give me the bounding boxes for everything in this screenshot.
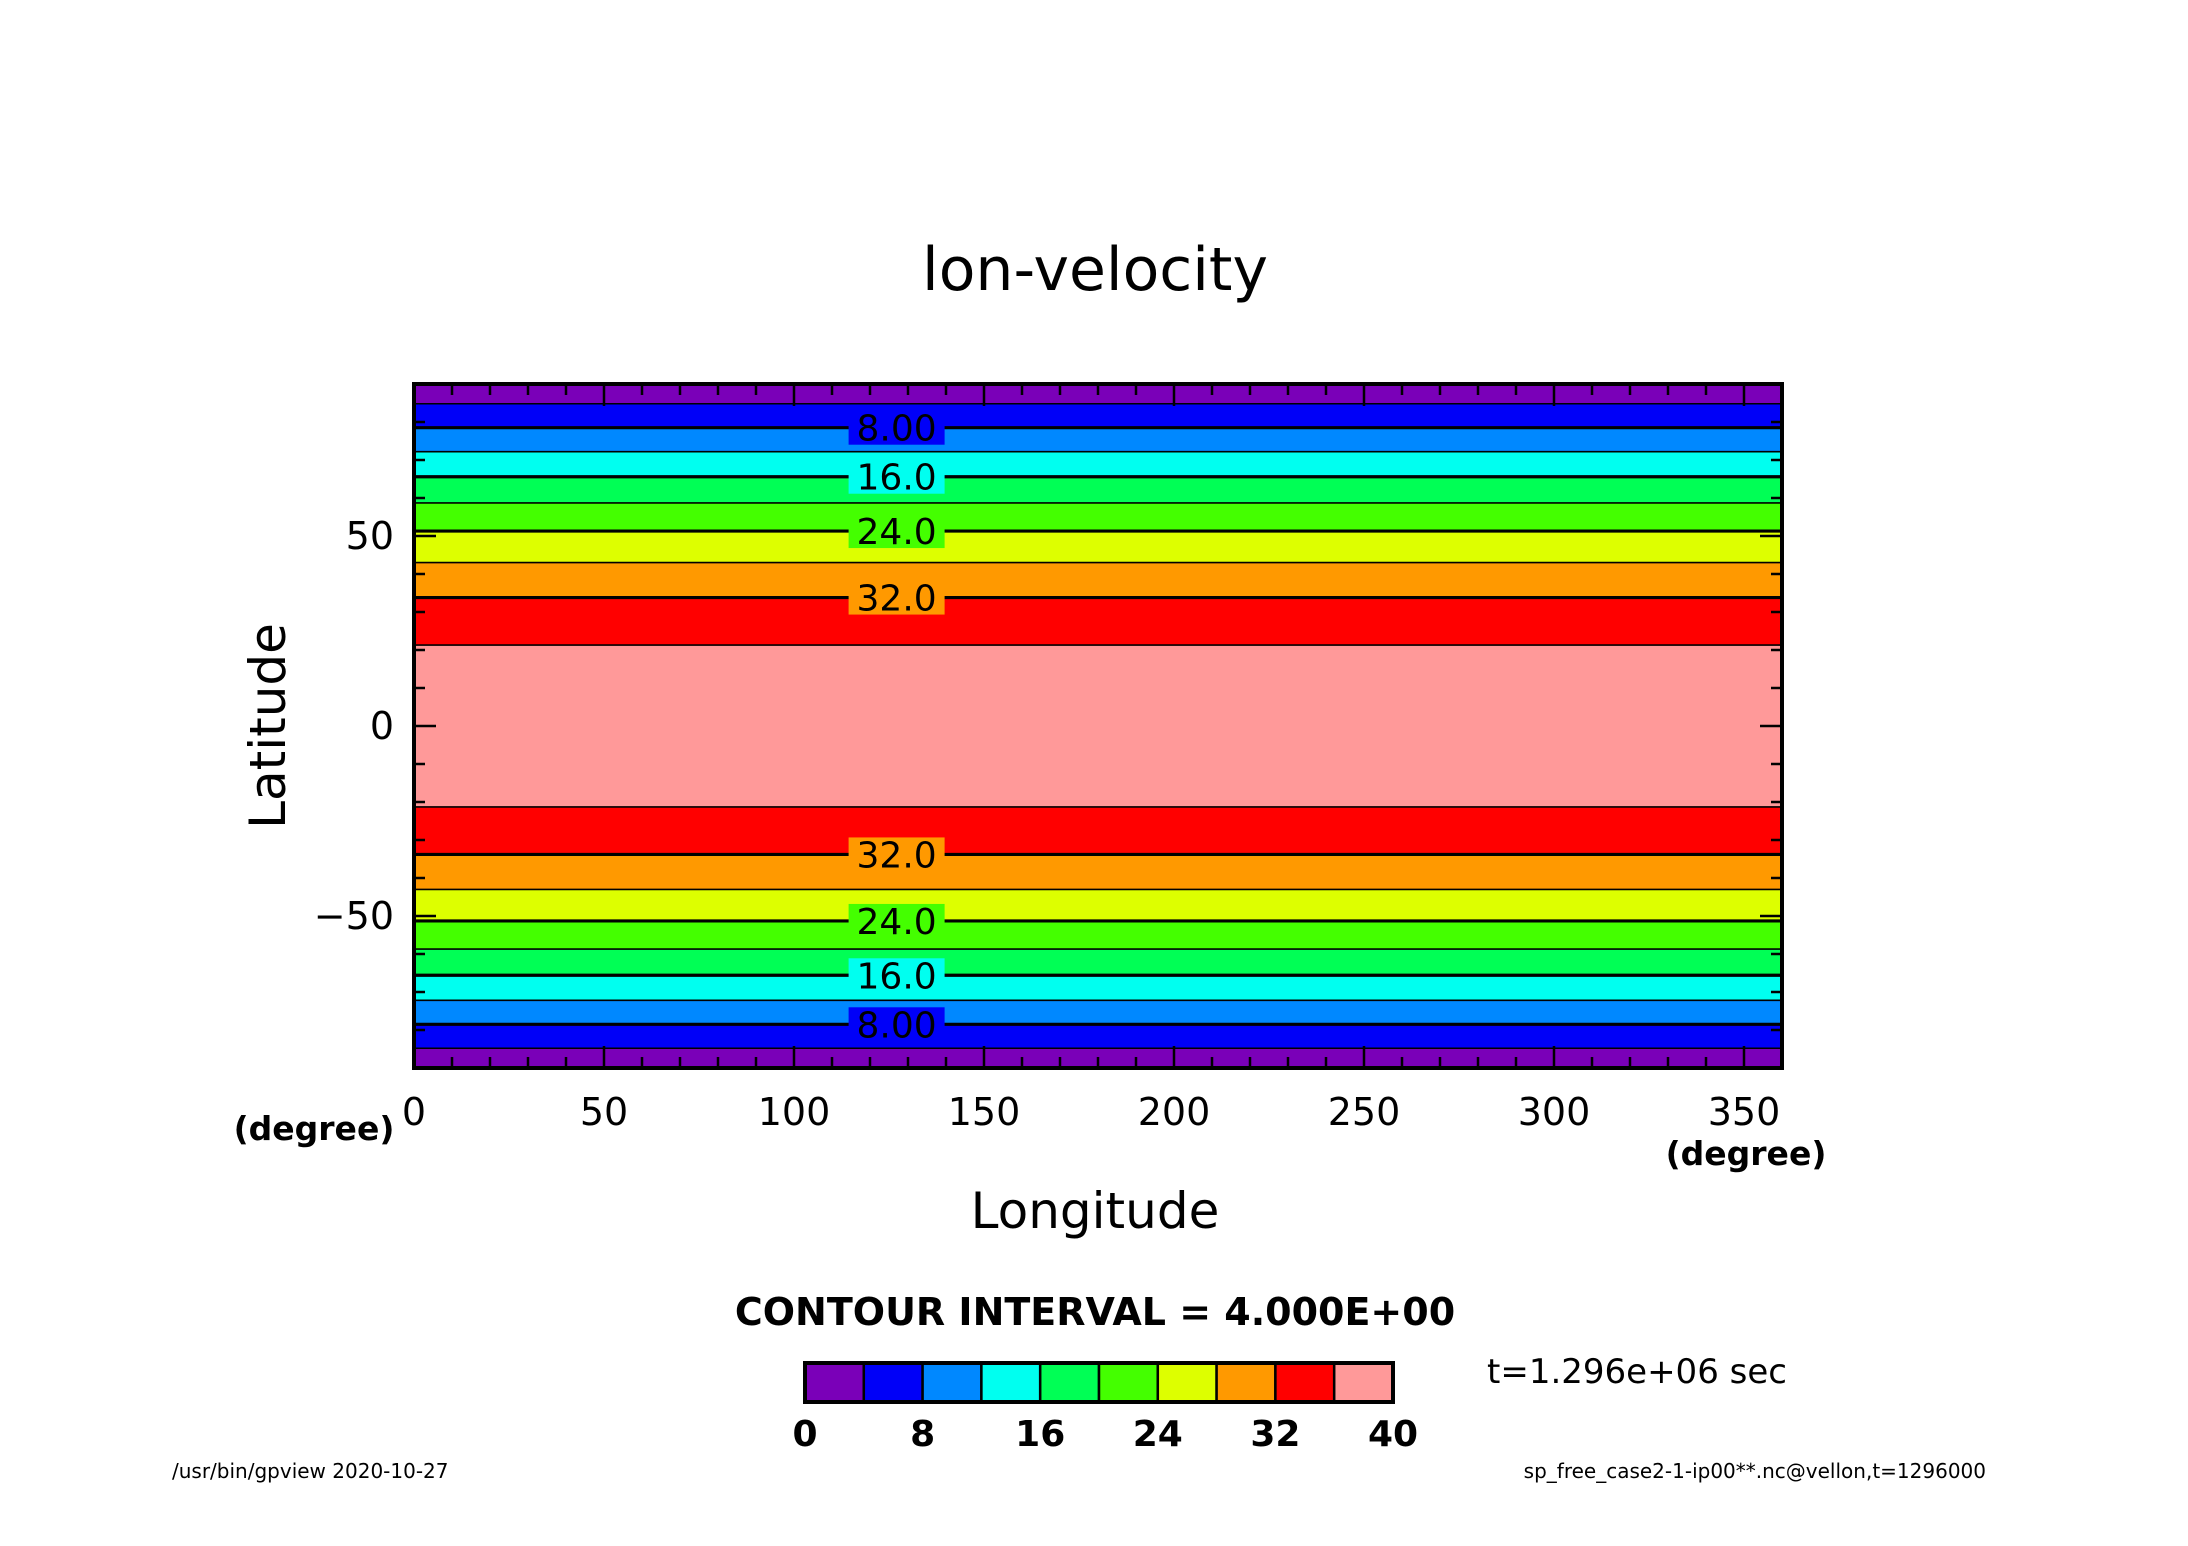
band-12 xyxy=(414,531,1782,563)
x-tick-label: 100 xyxy=(758,1090,831,1134)
y-tick-label: 0 xyxy=(370,704,394,748)
y-tick-label: 50 xyxy=(346,514,394,558)
x-tick-label: 200 xyxy=(1138,1090,1211,1134)
contour-label: 8.00 xyxy=(857,1005,937,1046)
band-10 xyxy=(414,597,1782,646)
footer-left: /usr/bin/gpview 2020-10-27 xyxy=(172,1459,449,1483)
band-3 xyxy=(414,975,1782,1001)
colorbar-swatch xyxy=(803,1361,866,1404)
x-tick-label: 350 xyxy=(1708,1090,1781,1134)
contour-label-bg xyxy=(848,1007,945,1042)
colorbar-label: 24 xyxy=(1133,1414,1183,1455)
band-14 xyxy=(414,476,1782,503)
band-17 xyxy=(414,403,1782,428)
band-6 xyxy=(414,889,1782,921)
contour-label: 24.0 xyxy=(857,902,937,943)
band-11 xyxy=(414,562,1782,598)
y-axis-title: Latitude xyxy=(239,623,297,829)
band-16 xyxy=(414,427,1782,452)
colorbar-swatch xyxy=(1097,1361,1160,1404)
contour-label-bg xyxy=(848,903,945,938)
contour-label: 32.0 xyxy=(857,579,937,620)
y-tick-labels: −50 0 50 xyxy=(314,514,394,938)
x-axis-title: Longitude xyxy=(971,1182,1220,1240)
colorbar-labels: 0 8 16 24 32 40 xyxy=(792,1414,1418,1455)
band-4 xyxy=(414,949,1782,976)
band-5 xyxy=(414,920,1782,950)
y-tick-label: −50 xyxy=(314,894,394,938)
colorbar-label: 32 xyxy=(1250,1414,1300,1455)
contour-label-bg xyxy=(848,459,945,494)
colorbar-swatch xyxy=(980,1361,1042,1404)
colorbar-label: 0 xyxy=(792,1414,817,1455)
band-8 xyxy=(414,806,1782,855)
colorbar-frame xyxy=(803,1361,1395,1404)
colorbar-swatch xyxy=(1038,1361,1101,1404)
x-tick-label: 150 xyxy=(948,1090,1021,1134)
x-tick-labels: 0 50 100 150 200 250 300 350 xyxy=(402,1090,1780,1134)
band-7 xyxy=(414,854,1782,890)
x-tick-label: 50 xyxy=(580,1090,628,1134)
colorbar-swatch xyxy=(921,1361,983,1404)
contour-label-bg xyxy=(848,580,945,615)
contour-label-bg xyxy=(848,410,945,445)
footer-right: sp_free_case2-1-ip00**.nc@vellon,t=12960… xyxy=(1524,1459,1986,1483)
contour-label: 32.0 xyxy=(857,835,937,876)
colorbar-label: 8 xyxy=(910,1414,935,1455)
band-13 xyxy=(414,502,1782,532)
contour-label-bg xyxy=(848,958,945,993)
contour-label: 24.0 xyxy=(857,512,937,553)
colorbar-swatch xyxy=(1215,1361,1277,1404)
colorbar-swatch xyxy=(1332,1361,1395,1404)
contour-label-bg xyxy=(848,514,945,549)
contour-label: 8.00 xyxy=(857,409,937,450)
band-15 xyxy=(414,451,1782,477)
x-axis-unit: (degree) xyxy=(1666,1134,1827,1173)
band-2 xyxy=(414,1000,1782,1025)
contour-interval-text: CONTOUR INTERVAL = 4.000E+00 xyxy=(735,1290,1455,1334)
colorbar xyxy=(803,1361,1395,1404)
band-9 xyxy=(414,645,1782,807)
x-tick-label: 300 xyxy=(1518,1090,1591,1134)
contour-label: 16.0 xyxy=(857,956,937,997)
contour-lines xyxy=(414,402,1782,1050)
chart-title: lon-velocity xyxy=(922,235,1268,305)
colorbar-label: 40 xyxy=(1368,1414,1418,1455)
contour-bands xyxy=(414,384,1782,1068)
x-tick-label: 0 xyxy=(402,1090,426,1134)
x-tick-label: 250 xyxy=(1328,1090,1401,1134)
colorbar-swatch xyxy=(1156,1361,1218,1404)
contour-label: 16.0 xyxy=(857,458,937,499)
colorbar-swatch xyxy=(862,1361,924,1404)
y-axis-unit: (degree) xyxy=(234,1109,395,1148)
band-1 xyxy=(414,1024,1782,1049)
colorbar-label: 16 xyxy=(1015,1414,1065,1455)
contour-label-bg xyxy=(848,837,945,872)
colorbar-swatch xyxy=(1274,1361,1336,1404)
plot-frame xyxy=(412,382,1784,1070)
contour-labels: 8.00 16.0 24.0 32.0 32.0 24.0 16.0 8.00 xyxy=(848,409,945,1046)
time-text: t=1.296e+06 sec xyxy=(1487,1352,1787,1392)
